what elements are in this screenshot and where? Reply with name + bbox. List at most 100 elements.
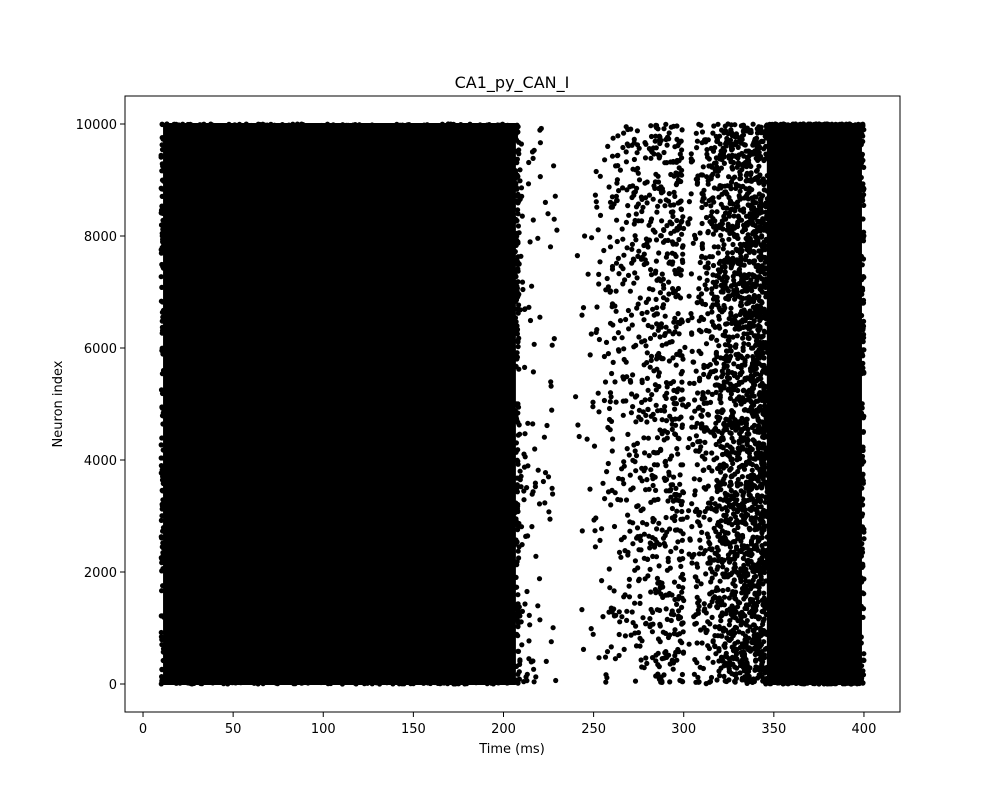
spike-point [663, 197, 669, 203]
spike-point [762, 329, 768, 335]
spike-point [703, 425, 709, 431]
spike-point [728, 159, 734, 165]
spike-point [748, 163, 754, 169]
spike-point [161, 178, 167, 184]
spike-point [273, 680, 279, 686]
spike-point [744, 558, 750, 564]
spike-point [533, 553, 539, 559]
spike-point [686, 641, 692, 647]
spike-point [515, 200, 521, 206]
spike-point [742, 288, 749, 294]
spike-point [604, 469, 610, 475]
spike-point [708, 176, 714, 182]
spike-point [749, 424, 756, 431]
spike-point [792, 121, 798, 128]
spike-point [625, 512, 631, 518]
spike-point [626, 452, 632, 458]
spike-point [522, 364, 528, 370]
spike-point [666, 472, 672, 478]
spike-point [616, 609, 622, 615]
spike-point [711, 525, 717, 531]
spike-point [763, 315, 769, 322]
spike-point [672, 315, 678, 321]
spike-point [763, 523, 770, 529]
spike-point [648, 133, 655, 140]
spike-point [712, 368, 719, 374]
spike-point [597, 259, 603, 265]
spike-point [503, 123, 510, 129]
spike-point [591, 443, 598, 449]
spike-point [601, 397, 608, 404]
spike-point [750, 597, 756, 603]
spike-point [245, 679, 251, 685]
spike-point [611, 606, 617, 612]
spike-point [730, 201, 736, 207]
spike-point [648, 123, 654, 129]
spike-point [710, 659, 716, 665]
spike-point [160, 206, 166, 212]
spike-point [748, 151, 754, 157]
spike-point [761, 355, 767, 361]
spike-point [716, 658, 722, 664]
spike-point [667, 488, 674, 494]
spike-point [831, 680, 838, 686]
spike-point [734, 333, 740, 339]
spike-point [726, 174, 732, 180]
spike-point [692, 408, 698, 414]
spike-point [726, 572, 732, 578]
spike-point [759, 380, 765, 386]
spike-point [714, 138, 721, 144]
spike-point [714, 585, 720, 591]
spike-point [715, 250, 721, 256]
spike-point [669, 416, 675, 422]
spike-point [697, 664, 703, 670]
spike-point [748, 296, 754, 302]
spike-point [762, 247, 768, 253]
spike-point [730, 627, 737, 633]
spike-point [758, 504, 764, 510]
spike-point [717, 225, 724, 231]
spike-point [763, 681, 769, 687]
spike-point [858, 634, 864, 640]
spike-point [755, 638, 761, 644]
spike-point [727, 137, 734, 143]
spike-point [226, 121, 232, 127]
spike-point [737, 188, 743, 194]
spike-point [861, 347, 867, 353]
spike-point [513, 319, 519, 325]
spike-point [340, 122, 346, 128]
spike-point [736, 440, 742, 446]
spike-point [724, 567, 730, 573]
spike-point [160, 307, 167, 313]
spike-point [694, 300, 700, 306]
spike-point [731, 213, 737, 219]
spike-point [158, 634, 164, 640]
spike-point [753, 275, 759, 281]
spike-point [742, 613, 748, 619]
spike-point [689, 501, 695, 507]
spike-point [661, 227, 667, 233]
spike-point [730, 241, 736, 248]
spike-point [628, 632, 634, 638]
spike-point [657, 579, 663, 586]
spike-point [662, 331, 668, 337]
spike-point [707, 603, 713, 609]
spike-point [671, 319, 677, 325]
spike-point [728, 487, 734, 494]
spike-point [723, 492, 729, 498]
spike-point [688, 151, 694, 157]
spike-point [614, 153, 621, 159]
spike-point [753, 522, 759, 529]
spike-point [705, 265, 711, 271]
spike-point [738, 299, 744, 306]
spike-point [750, 496, 756, 502]
spike-point [859, 541, 865, 547]
spike-point [760, 216, 766, 222]
spike-point [627, 288, 634, 294]
spike-point [740, 324, 746, 330]
spike-point [763, 495, 769, 501]
spike-point [745, 335, 751, 341]
spike-point [754, 310, 760, 316]
spike-point [859, 546, 865, 552]
spike-point [764, 514, 771, 520]
